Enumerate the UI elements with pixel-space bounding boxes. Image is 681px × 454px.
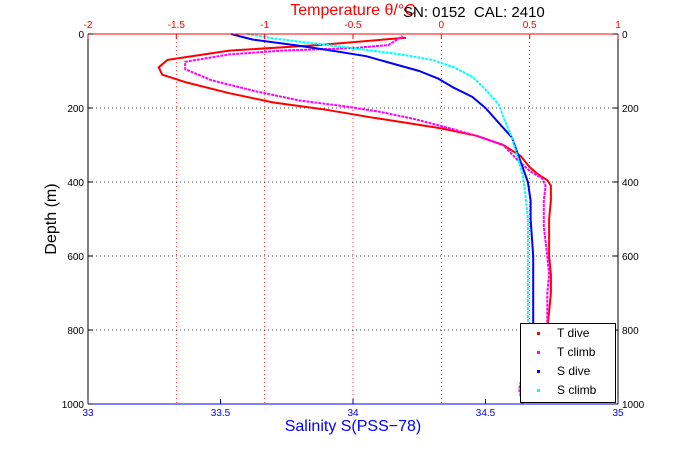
right-tick-label: 0 (622, 30, 628, 41)
y-axis-title: Depth (m) (43, 183, 60, 254)
left-tick-label: 400 (67, 178, 84, 189)
legend-marker-t-climb (537, 351, 540, 354)
left-tick-label: 800 (67, 326, 84, 337)
left-tick-label: 200 (67, 104, 84, 115)
right-tick-label: 800 (622, 326, 639, 337)
left-tick-label: 1000 (62, 400, 85, 411)
legend-label: S dive (557, 364, 591, 378)
legend-item-t-climb: T climb (521, 343, 615, 362)
left-tick-label: 600 (67, 252, 84, 263)
bottom-tick-label: 34.5 (476, 408, 496, 419)
right-tick-label: 1000 (622, 400, 645, 411)
top-tick-label: 1 (615, 20, 621, 31)
series-line-s-climb (246, 33, 529, 330)
top-tick-label: -1 (260, 20, 269, 31)
right-tick-label: 600 (622, 252, 639, 263)
legend-label: T dive (557, 326, 590, 340)
bottom-axis-title: Salinity S(PSS−78) (285, 418, 422, 435)
legend-item-t-dive: T dive (521, 324, 615, 343)
left-tick-label: 0 (78, 30, 84, 41)
legend-marker-s-climb (537, 389, 540, 392)
bottom-tick-label: 34 (347, 408, 359, 419)
top-tick-label: 0 (439, 20, 445, 31)
legend-item-s-climb: S climb (521, 381, 615, 400)
right-tick-label: 400 (622, 178, 639, 189)
top-tick-label: -2 (84, 20, 93, 31)
right-tick-label: 200 (622, 104, 639, 115)
bottom-tick-label: 33.5 (211, 408, 231, 419)
legend-marker-t-dive (537, 332, 540, 335)
sn-cal-label: SN: 0152 CAL: 2410 (403, 4, 545, 21)
ticks-group: -2 -1.5 -1 -0.5 0 0.5 1 33 33.5 34 34.5 35 0 0 200 200 4… (62, 20, 645, 419)
bottom-tick-label: 35 (612, 408, 624, 419)
top-axis-title: Temperature θ/°C (290, 2, 416, 19)
top-tick-label: -0.5 (344, 20, 362, 31)
legend-label: T climb (557, 345, 596, 359)
legend-marker-s-dive (537, 370, 540, 373)
legend-item-s-dive: S dive (521, 362, 615, 381)
series-line-s-dive (230, 33, 535, 330)
legend: T dive T climb S dive S climb (520, 323, 616, 403)
top-tick-label: 0.5 (523, 20, 537, 31)
legend-label: S climb (557, 383, 597, 397)
bottom-tick-label: 33 (82, 408, 94, 419)
top-tick-label: -1.5 (168, 20, 186, 31)
